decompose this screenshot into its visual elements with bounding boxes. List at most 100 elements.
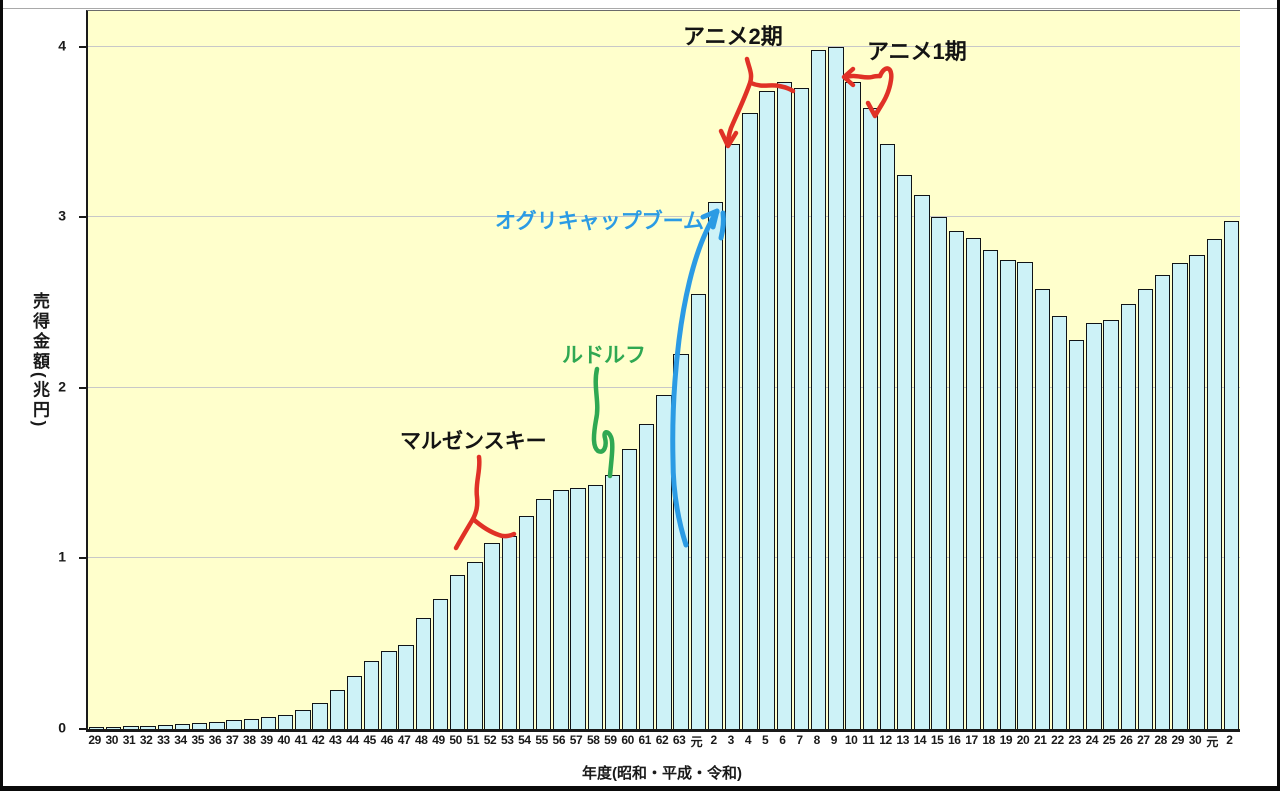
x-tick-label: 8 [813,733,821,747]
x-tick-label: 61 [638,733,652,747]
annotation-anime-season1: アニメ1期 [867,39,967,64]
bar [553,490,569,729]
x-tick-label: 11 [862,733,875,747]
window-top-hairline [3,8,1277,9]
x-tick-label: 45 [363,733,376,747]
bar [570,488,586,729]
plot-area [79,10,1240,732]
bar [828,46,844,729]
bar [467,561,483,729]
x-tick-label: 53 [500,733,514,747]
y-tick-label: 0 [58,719,66,736]
bar [295,710,311,729]
x-tick-label: 62 [655,733,669,747]
x-tick-label: 20 [1016,733,1030,747]
x-tick-label: 42 [311,733,325,747]
bar [432,599,449,729]
bar [501,536,517,729]
x-tick-label: 6 [779,733,786,747]
bar [140,725,156,729]
x-tick-label: 37 [225,733,239,747]
x-tick-label: 12 [879,733,892,747]
bar [948,230,964,729]
x-tick-label: 58 [586,733,600,747]
bar [1017,261,1033,729]
bar [793,87,810,729]
bar [192,723,208,729]
x-tick-label: 36 [208,733,222,747]
x-tick-label: 33 [157,733,170,747]
bar [174,724,191,729]
bar [811,50,827,729]
bar [88,727,105,729]
bar [673,353,689,729]
x-tick-label: 18 [982,733,995,747]
bar [449,575,466,729]
x-tick-label: 57 [569,733,583,747]
bar [1137,288,1154,729]
bar [484,543,500,729]
bar [587,485,603,729]
x-tick-label: 27 [1137,733,1150,747]
annotation-anime-season2: アニメ2期 [683,24,783,49]
x-tick-label: 4 [744,733,752,747]
bar [226,720,242,729]
x-tick-label: 3 [727,733,735,747]
annotation-oguri-cap-boom: オグリキャップブーム [495,210,704,233]
bar [1034,288,1050,729]
x-tick-label: 23 [1068,733,1081,747]
bar [1000,259,1016,729]
window-border-bottom [0,786,1280,791]
window-border-right [1277,0,1280,791]
x-tick-label: 19 [999,733,1013,747]
bar [398,645,414,729]
bar [415,618,431,729]
bar [862,108,879,729]
x-tick-label: 38 [243,733,256,747]
x-tick-label: 34 [174,733,187,747]
x-tick-label: 48 [415,733,428,747]
x-tick-label: 25 [1102,733,1116,747]
x-tick-label: 31 [122,733,136,747]
y-axis-tick-labels: 4 3 2 1 0 [0,0,80,791]
gridline-y4 [88,45,1240,47]
x-tick-label: 49 [432,733,445,747]
x-tick-label: 5 [762,733,769,747]
x-tick-label: 63 [672,733,686,747]
x-tick-label: 29 [1171,733,1185,747]
bar [364,660,380,729]
x-tick-label: 55 [535,733,548,747]
x-tick-label: 51 [466,733,480,747]
x-axis-tick-labels: 29 30 31 32 33 34 35 36 37 38 39 40 41 42 43 44 45 46 47 48… [86,733,1238,751]
x-tick-label: 2 [1226,733,1233,747]
x-tick-label: 32 [139,733,153,747]
bar [1103,319,1119,729]
bar [518,515,535,729]
bar [381,650,397,729]
x-tick-label: 元 [690,735,703,749]
x-tick-label: 46 [380,733,394,747]
bar [982,249,999,729]
x-tick-label: 30 [105,733,119,747]
bar [759,90,775,729]
y-axis-tickmark [79,557,86,560]
bar [845,82,861,729]
x-tick-label: 30 [1188,733,1202,747]
x-tick-label: 7 [796,733,803,747]
x-tick-label: 47 [397,733,411,747]
bar [914,195,930,729]
y-axis-title: 売得金額(兆円) [30,292,49,430]
bar [157,724,174,729]
x-tick-label: 35 [191,733,205,747]
bar [1120,304,1136,729]
bar [965,237,982,729]
bar [639,423,655,729]
x-tick-label: 39 [260,733,273,747]
x-tick-label: 59 [604,733,617,747]
x-tick-label: 41 [294,733,308,747]
x-tick-label: 26 [1119,733,1133,747]
annotation-maruzensky: マルゼンスキー [400,430,547,453]
bar [260,716,277,729]
x-tick-label: 15 [930,733,944,747]
